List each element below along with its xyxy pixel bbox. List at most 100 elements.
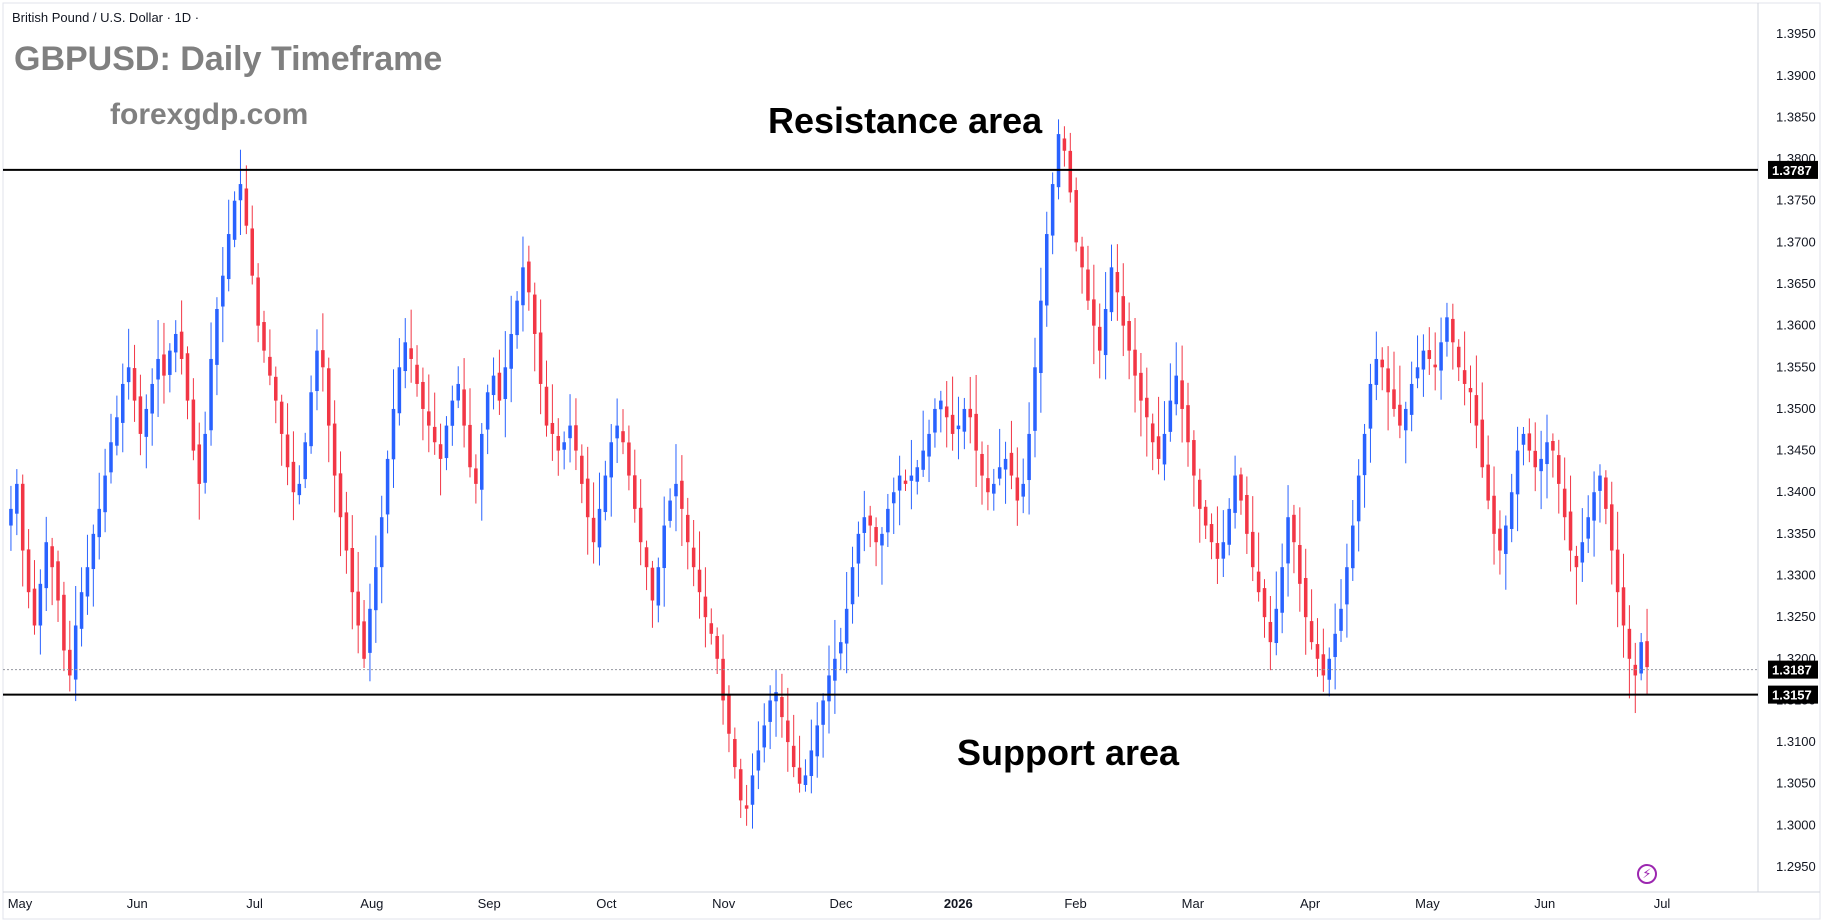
candle-body: [1192, 440, 1196, 476]
candle: [438, 423, 443, 496]
candle: [491, 357, 496, 410]
candle: [1451, 303, 1455, 370]
time-axis[interactable]: May Jun Jul Aug Sep Oct Nov Dec 2026 Feb Mar Apr May…: [8, 896, 1671, 911]
candle: [691, 519, 696, 587]
candle: [50, 537, 54, 606]
candle: [503, 331, 508, 438]
candle: [1586, 495, 1590, 553]
x-tick-label: Feb: [1064, 896, 1086, 911]
candle: [627, 425, 631, 491]
candle-body: [1003, 458, 1008, 470]
candle: [1086, 245, 1090, 310]
candle: [480, 423, 484, 521]
symbol-description[interactable]: British Pound / U.S. Dollar · 1D ·: [12, 10, 200, 25]
candle: [1227, 498, 1231, 556]
candle-body: [1480, 419, 1485, 468]
candle: [215, 297, 219, 396]
candle: [674, 444, 678, 532]
candle-body: [303, 442, 307, 480]
candle: [1645, 608, 1649, 695]
candle-body: [1568, 511, 1573, 551]
candle-body: [691, 547, 696, 568]
candle: [756, 721, 761, 790]
candle: [1245, 476, 1249, 554]
candle-body: [562, 442, 566, 450]
candle-body: [627, 442, 631, 476]
candle-body: [1309, 621, 1314, 643]
candle: [68, 620, 72, 692]
candle-body: [1498, 528, 1502, 551]
candle: [1280, 543, 1284, 634]
candle-body: [674, 483, 678, 497]
price-axis[interactable]: 1.39501.39001.38501.38001.37501.37001.36…: [1776, 26, 1816, 874]
candle-body: [120, 383, 125, 423]
candle: [715, 627, 719, 675]
candle: [191, 378, 196, 461]
candle-body: [1039, 300, 1043, 374]
candle: [538, 299, 543, 415]
candle-body: [1150, 423, 1155, 443]
candle-body: [797, 767, 802, 784]
candle-body: [927, 433, 931, 457]
candle: [1592, 471, 1596, 557]
candle-body: [603, 475, 608, 513]
candle-body: [26, 549, 31, 593]
candle: [1627, 605, 1632, 699]
candle-body: [550, 422, 555, 434]
candle: [662, 496, 666, 607]
candle-body: [680, 480, 684, 509]
candle-body: [1557, 455, 1561, 484]
candle: [1097, 303, 1102, 379]
candle-body: [1368, 383, 1373, 429]
x-tick-label: Nov: [712, 896, 736, 911]
lightning-icon[interactable]: ⚡: [1637, 864, 1657, 884]
candle-body: [733, 738, 737, 768]
candle: [15, 469, 19, 536]
candle-body: [197, 444, 202, 484]
candle: [509, 295, 513, 403]
candle-body: [556, 436, 561, 451]
candle: [344, 491, 349, 574]
candle-body: [956, 425, 961, 430]
candle: [891, 477, 896, 535]
candle: [1421, 334, 1426, 397]
candle-body: [344, 512, 349, 551]
candle: [427, 374, 431, 453]
candle: [827, 645, 831, 734]
candle: [362, 600, 366, 668]
candle: [1039, 267, 1043, 413]
candle-body: [32, 588, 37, 626]
candle: [1080, 236, 1084, 294]
candle: [803, 759, 808, 792]
candle: [109, 413, 113, 484]
candle-body: [727, 694, 731, 734]
candle: [338, 451, 343, 557]
candle: [780, 673, 784, 738]
y-tick-label: 1.3900: [1776, 68, 1816, 83]
candle-body: [485, 392, 490, 430]
candle-body: [1109, 267, 1114, 313]
candle: [585, 446, 590, 555]
candle-body: [379, 517, 384, 568]
candle: [1286, 485, 1290, 597]
candle: [1262, 579, 1267, 638]
x-tick-label: Mar: [1182, 896, 1205, 911]
candle: [744, 784, 749, 826]
candle-body: [1551, 440, 1555, 451]
candle: [79, 567, 84, 647]
candle: [103, 448, 107, 533]
candle: [203, 411, 207, 494]
candle-body: [20, 483, 25, 551]
tag-text: 1.3787: [1772, 163, 1812, 178]
candle-body: [915, 467, 920, 482]
candle-body: [633, 475, 637, 509]
candle-body: [703, 596, 708, 618]
candle-body: [1062, 138, 1067, 151]
candle-body: [1221, 542, 1226, 559]
candle: [568, 394, 572, 463]
candle: [297, 465, 302, 505]
candle: [550, 384, 555, 461]
candle: [956, 396, 961, 460]
candle-body: [1504, 525, 1508, 554]
